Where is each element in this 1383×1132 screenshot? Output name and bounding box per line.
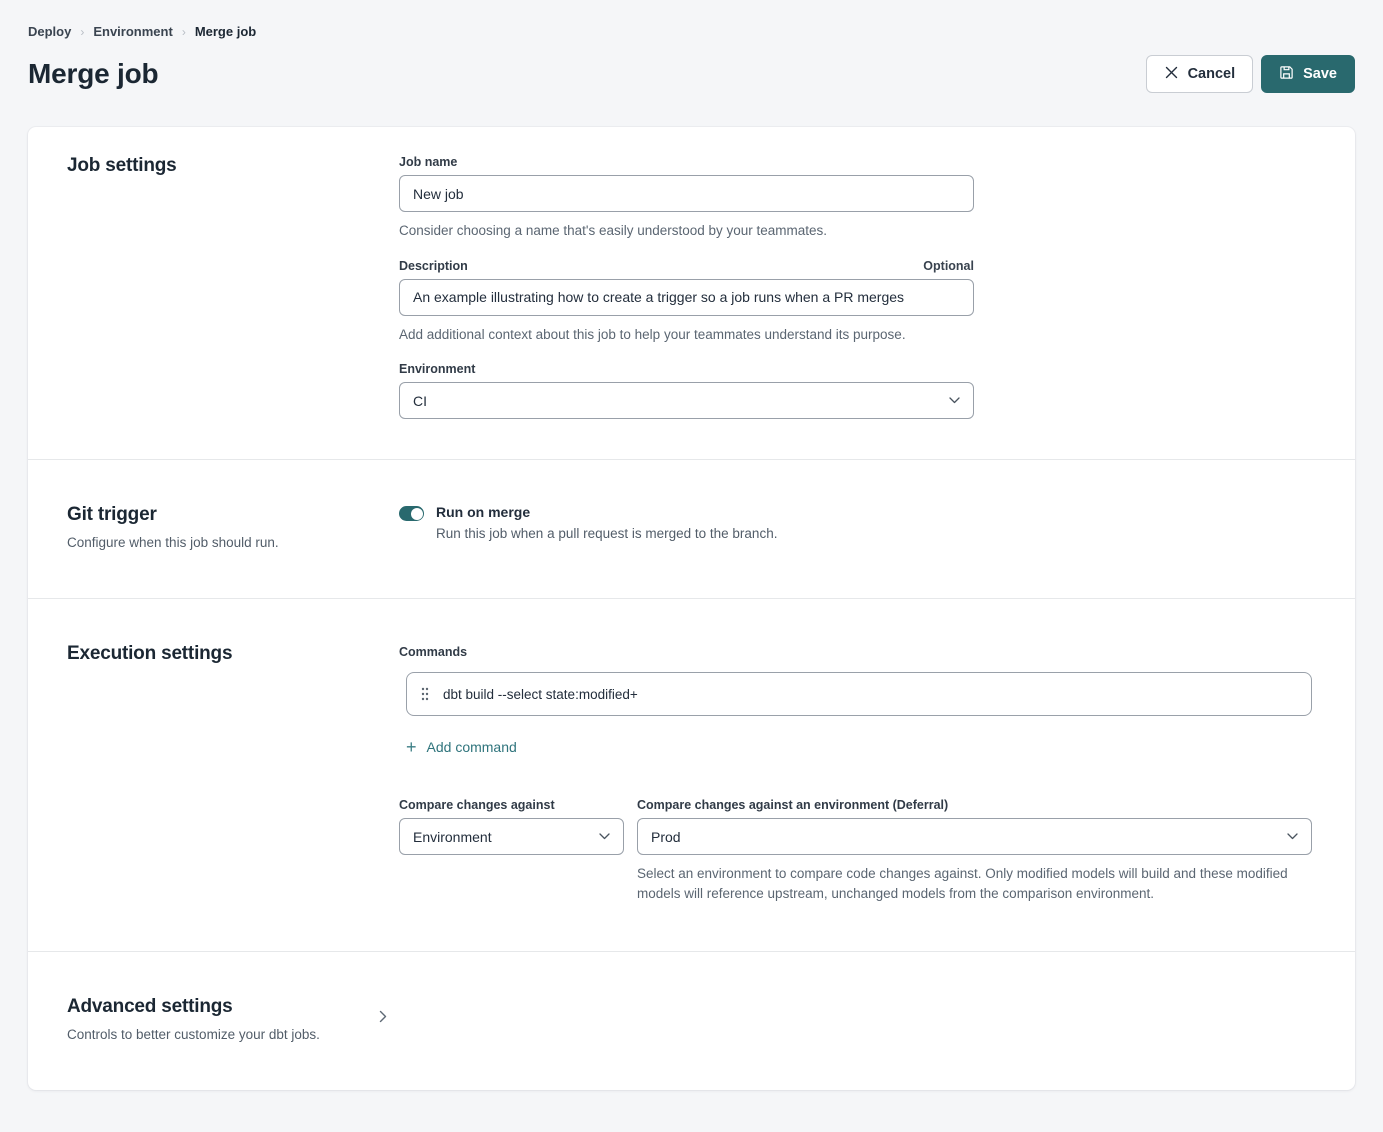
deferral-helper: Select an environment to compare code ch…: [637, 866, 1288, 901]
cancel-button[interactable]: Cancel: [1145, 55, 1254, 93]
run-on-merge-row: Run on merge Run this job when a pull re…: [399, 504, 1316, 541]
execution-settings-form: Commands dbt build --select state:modifi…: [399, 643, 1312, 903]
environment-select[interactable]: CI: [399, 382, 974, 420]
compare-against-select[interactable]: Environment: [399, 818, 624, 856]
save-button-label: Save: [1303, 66, 1337, 82]
section-git-trigger: Git trigger Configure when this job shou…: [28, 459, 1355, 598]
deferral-field-group: Compare changes against an environment (…: [637, 798, 1312, 903]
job-settings-form: Job name Consider choosing a name that's…: [399, 155, 974, 420]
run-on-merge-label: Run on merge: [436, 504, 531, 521]
add-command-button[interactable]: + Add command: [406, 738, 517, 756]
add-command-label: Add command: [426, 739, 517, 756]
execution-settings-heading-col: Execution settings: [67, 643, 399, 903]
section-job-settings: Job settings Job name Consider choosing …: [28, 127, 1355, 459]
advanced-settings-row: Advanced settings Controls to better cus…: [67, 996, 399, 1042]
deferral-select-value: Prod: [651, 828, 681, 845]
job-name-helper: Consider choosing a name that's easily u…: [399, 223, 828, 238]
description-input[interactable]: [399, 278, 974, 316]
breadcrumb-environment[interactable]: Environment: [93, 24, 173, 39]
deferral-label: Compare changes against an environment (…: [637, 798, 949, 813]
chevron-down-icon: [949, 397, 960, 404]
breadcrumb-deploy[interactable]: Deploy: [28, 24, 72, 39]
chevron-down-icon: [599, 833, 610, 840]
advanced-settings-text: Advanced settings Controls to better cus…: [67, 996, 379, 1042]
environment-label: Environment: [399, 362, 476, 377]
close-icon: [1164, 65, 1179, 84]
run-on-merge-description: Run this job when a pull request is merg…: [436, 526, 778, 542]
section-execution-settings: Execution settings Commands dbt build --…: [28, 598, 1355, 951]
run-on-merge-toggle[interactable]: [399, 506, 424, 522]
section-advanced-settings: Advanced settings Controls to better cus…: [28, 951, 1355, 1090]
advanced-settings-spacer: [399, 996, 1316, 1042]
cancel-button-label: Cancel: [1187, 66, 1236, 82]
compare-against-select-value: Environment: [413, 828, 492, 845]
run-on-merge-text: Run on merge Run this job when a pull re…: [436, 504, 777, 541]
advanced-settings-heading: Advanced settings: [67, 996, 233, 1018]
job-form-card: Job settings Job name Consider choosing …: [28, 127, 1355, 1091]
git-trigger-heading: Git trigger: [67, 504, 157, 526]
git-trigger-form: Run on merge Run this job when a pull re…: [399, 504, 1316, 550]
breadcrumb-separator-icon: ›: [80, 24, 85, 39]
save-icon: [1279, 65, 1294, 84]
description-helper: Add additional context about this job to…: [399, 326, 906, 342]
chevron-down-icon: [1287, 833, 1298, 840]
breadcrumb: Deploy › Environment › Merge job: [28, 24, 1355, 39]
git-trigger-subheading: Configure when this job should run.: [67, 535, 279, 551]
description-field-group: Description Optional Add additional cont…: [399, 259, 974, 345]
job-settings-heading-col: Job settings: [67, 155, 399, 419]
command-text[interactable]: dbt build --select state:modified+: [443, 686, 638, 702]
environment-field-group: Environment CI: [399, 362, 974, 420]
deferral-select[interactable]: Prod: [637, 818, 1312, 856]
job-name-input[interactable]: [399, 175, 974, 212]
save-button[interactable]: Save: [1261, 55, 1355, 93]
breadcrumb-separator-icon: ›: [181, 24, 186, 39]
drag-handle-icon[interactable]: [421, 687, 429, 701]
compare-against-field-group: Compare changes against Environment: [399, 798, 624, 903]
compare-settings: Compare changes against Environment Comp…: [399, 798, 1312, 903]
breadcrumb-merge-job: Merge job: [194, 24, 257, 39]
page-header: Merge job Cancel Save: [28, 55, 1355, 93]
job-name-label: Job name: [399, 155, 458, 169]
git-trigger-heading-col: Git trigger Configure when this job shou…: [67, 504, 399, 550]
environment-select-value: CI: [413, 392, 427, 409]
job-name-field-group: Job name Consider choosing a name that's…: [399, 155, 974, 241]
page-title: Merge job: [28, 58, 159, 89]
execution-settings-heading: Execution settings: [67, 643, 233, 665]
description-label: Description: [399, 258, 468, 273]
toggle-knob: [410, 507, 423, 520]
description-optional-tag: Optional: [923, 258, 974, 273]
compare-against-label: Compare changes against: [399, 798, 555, 813]
commands-group: Commands dbt build --select state:modifi…: [399, 643, 1312, 758]
header-actions: Cancel Save: [1145, 55, 1355, 93]
chevron-right-icon[interactable]: [379, 1010, 387, 1023]
command-row[interactable]: dbt build --select state:modified+: [406, 672, 1312, 717]
commands-label: Commands: [399, 645, 468, 660]
plus-icon: +: [406, 737, 417, 758]
advanced-settings-subheading: Controls to better customize your dbt jo…: [67, 1027, 320, 1043]
job-settings-heading: Job settings: [67, 155, 177, 176]
